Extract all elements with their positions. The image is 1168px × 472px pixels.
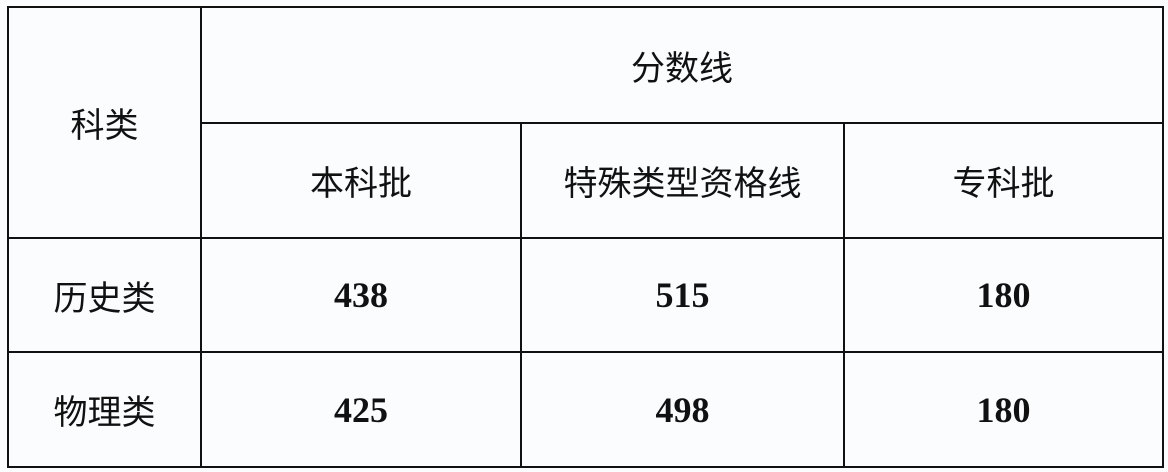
column-header-junior-college: 专科批 (842, 122, 1165, 239)
column-header-undergraduate: 本科批 (200, 122, 522, 239)
table-row: 物理类 425 498 180 (7, 351, 1165, 468)
row-label: 历史类 (7, 237, 202, 353)
subject-category-header: 科类 (7, 6, 202, 239)
row-label: 物理类 (7, 351, 202, 468)
table-cell: 515 (520, 237, 845, 353)
table-cell: 180 (842, 237, 1165, 353)
table-row: 历史类 438 515 180 (7, 237, 1165, 353)
column-header-special-type: 特殊类型资格线 (520, 122, 845, 239)
table-cell: 425 (200, 351, 522, 468)
table-cell: 498 (520, 351, 845, 468)
table-cell: 180 (842, 351, 1165, 468)
score-line-group-header: 分数线 (199, 6, 1165, 124)
table-cell: 438 (200, 237, 522, 353)
score-line-table: 科类 分数线 本科批 特殊类型资格线 专科批 历史类 438 515 180 物… (7, 6, 1165, 468)
